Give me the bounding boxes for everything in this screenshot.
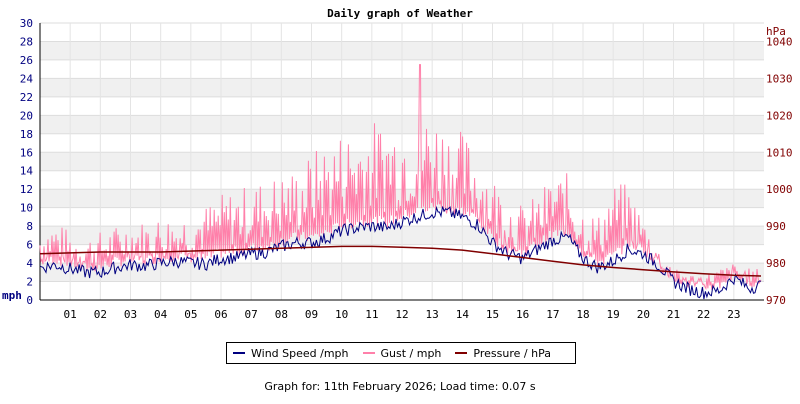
x-tick-label: 20	[637, 308, 650, 321]
x-tick-label: 13	[426, 308, 439, 321]
right-tick-label: 980	[766, 257, 786, 270]
left-tick-label: 12	[20, 183, 33, 196]
left-tick-label: 14	[20, 165, 34, 178]
legend-item-wind: Wind Speed /mph	[233, 347, 349, 360]
x-tick-label: 12	[395, 308, 408, 321]
left-tick-label: 8	[26, 220, 33, 233]
x-tick-label: 06	[214, 308, 227, 321]
right-tick-label: 970	[766, 294, 786, 307]
footer-text: Graph for: 11th February 2026; Load time…	[264, 380, 536, 393]
legend-label-gust: Gust / mph	[380, 346, 442, 360]
right-tick-label: 1040	[766, 35, 793, 48]
legend-label-wind: Wind Speed /mph	[251, 346, 349, 360]
left-tick-label: 16	[20, 146, 33, 159]
right-tick-label: 1020	[766, 109, 793, 122]
x-tick-label: 16	[516, 308, 529, 321]
wind-speed-series-line	[39, 205, 762, 300]
legend-label-pressure: Pressure / hPa	[473, 346, 551, 360]
x-tick-label: 23	[727, 308, 740, 321]
left-tick-label: 30	[20, 17, 33, 30]
gust-series-line	[39, 64, 762, 291]
left-tick-label: 22	[20, 91, 33, 104]
legend-swatch-gust	[362, 352, 375, 354]
x-tick-label: 15	[486, 308, 499, 321]
legend-swatch-wind	[233, 352, 245, 354]
chart-title: Daily graph of Weather	[327, 7, 473, 20]
legend-item-pressure: Pressure / hPa	[455, 347, 551, 360]
x-tick-label: 03	[124, 308, 137, 321]
right-tick-label: 1000	[766, 183, 793, 196]
legend-item-gust: Gust / mph	[362, 346, 442, 360]
left-tick-label: 4	[26, 257, 33, 270]
left-tick-label: 26	[20, 54, 33, 67]
left-tick-label: 28	[20, 35, 33, 48]
right-tick-label: 990	[766, 220, 786, 233]
x-tick-label: 01	[64, 308, 77, 321]
x-tick-label: 04	[154, 308, 168, 321]
left-axis-unit: mph	[2, 289, 22, 302]
left-tick-label: 6	[26, 239, 33, 252]
x-tick-label: 14	[456, 308, 470, 321]
left-tick-label: 2	[26, 276, 33, 289]
legend-swatch-pressure	[455, 352, 468, 354]
legend: Wind Speed /mph Gust / mph Pressure / hP…	[226, 342, 576, 364]
x-tick-label: 21	[667, 308, 680, 321]
x-tick-label: 22	[697, 308, 710, 321]
x-tick-label: 19	[607, 308, 620, 321]
right-tick-label: 1010	[766, 146, 793, 159]
left-tick-label: 0	[26, 294, 33, 307]
x-tick-label: 08	[275, 308, 288, 321]
x-tick-label: 09	[305, 308, 318, 321]
left-tick-label: 10	[20, 202, 33, 215]
right-tick-label: 1030	[766, 72, 793, 85]
x-tick-label: 02	[94, 308, 107, 321]
x-tick-label: 11	[365, 308, 378, 321]
right-axis-unit: hPa	[766, 25, 786, 38]
left-tick-label: 24	[20, 72, 34, 85]
x-tick-label: 10	[335, 308, 348, 321]
x-tick-label: 18	[576, 308, 589, 321]
x-tick-label: 07	[245, 308, 258, 321]
pressure-series-line	[39, 245, 762, 277]
x-tick-label: 17	[546, 308, 559, 321]
left-tick-label: 20	[20, 109, 33, 122]
left-tick-label: 18	[20, 128, 33, 141]
x-tick-label: 05	[184, 308, 197, 321]
